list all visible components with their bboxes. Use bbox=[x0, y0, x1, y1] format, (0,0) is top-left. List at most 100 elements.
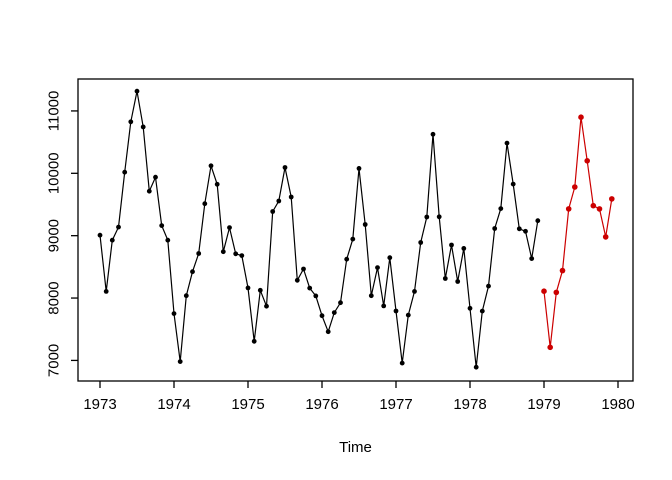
data-point bbox=[146, 188, 152, 194]
y-tick-label: 8000 bbox=[45, 281, 62, 314]
data-point bbox=[412, 289, 417, 294]
data-point bbox=[270, 209, 276, 214]
data-point bbox=[387, 255, 393, 261]
data-point bbox=[498, 206, 504, 212]
data-point bbox=[109, 237, 115, 243]
data-point bbox=[602, 234, 609, 240]
data-point bbox=[307, 285, 313, 291]
data-point bbox=[572, 184, 578, 190]
data-point bbox=[276, 198, 282, 204]
data-point bbox=[436, 214, 442, 220]
data-point bbox=[535, 218, 541, 224]
data-point bbox=[239, 253, 245, 258]
data-point bbox=[190, 269, 195, 275]
y-tick-label: 11000 bbox=[45, 91, 62, 132]
data-point bbox=[590, 202, 597, 209]
data-point bbox=[325, 329, 331, 335]
plot-box bbox=[77, 78, 634, 382]
data-point bbox=[368, 293, 374, 299]
data-point bbox=[301, 266, 306, 272]
data-point bbox=[516, 226, 522, 232]
data-point bbox=[393, 308, 399, 314]
data-point bbox=[553, 289, 560, 296]
data-point bbox=[183, 293, 189, 299]
data-point bbox=[362, 222, 368, 227]
data-point bbox=[547, 344, 553, 351]
data-point bbox=[196, 251, 202, 256]
x-axis: 1973 1974 1975 1976 1977 1978 1979 1980 bbox=[83, 381, 635, 413]
data-point bbox=[479, 308, 485, 314]
data-point bbox=[128, 119, 134, 125]
data-point bbox=[202, 201, 208, 207]
data-point bbox=[442, 276, 448, 281]
data-point bbox=[492, 226, 498, 231]
data-point bbox=[510, 181, 516, 187]
data-point bbox=[338, 300, 343, 306]
data-point bbox=[449, 242, 454, 248]
data-point bbox=[596, 206, 603, 212]
data-point bbox=[171, 311, 177, 316]
x-tick-label: 1978 bbox=[453, 396, 486, 413]
data-point bbox=[356, 166, 362, 171]
y-tick-label: 9000 bbox=[45, 219, 62, 252]
data-point bbox=[350, 236, 356, 242]
data-point bbox=[430, 131, 436, 137]
x-axis-title: Time bbox=[339, 439, 372, 456]
series-line bbox=[543, 117, 613, 348]
data-point bbox=[559, 267, 566, 274]
data-point bbox=[467, 305, 473, 311]
data-point bbox=[461, 246, 467, 251]
data-point bbox=[399, 360, 405, 366]
data-point bbox=[609, 196, 615, 202]
data-point bbox=[344, 256, 350, 262]
data-point bbox=[473, 364, 479, 370]
data-point bbox=[245, 285, 251, 291]
x-tick-label: 1979 bbox=[527, 396, 560, 413]
data-point bbox=[319, 313, 325, 319]
data-point bbox=[208, 163, 214, 169]
data-point bbox=[486, 283, 491, 289]
y-tick-label: 10000 bbox=[45, 152, 62, 194]
data-point bbox=[251, 338, 257, 344]
data-point bbox=[134, 88, 140, 94]
data-point bbox=[294, 277, 300, 283]
series-forecast bbox=[541, 114, 615, 351]
data-point bbox=[331, 310, 337, 315]
data-point bbox=[541, 288, 547, 295]
data-point bbox=[565, 206, 572, 212]
data-point bbox=[529, 256, 535, 261]
data-point bbox=[584, 158, 590, 164]
data-point bbox=[257, 287, 263, 293]
x-tick-label: 1975 bbox=[231, 396, 264, 413]
data-point bbox=[381, 303, 387, 309]
data-point bbox=[177, 359, 183, 364]
data-point bbox=[140, 124, 146, 130]
data-point bbox=[418, 240, 424, 245]
data-point bbox=[116, 224, 121, 230]
data-point bbox=[103, 289, 109, 294]
data-point bbox=[405, 312, 411, 318]
y-axis: 7000 8000 9000 10000 11000 bbox=[45, 91, 78, 377]
data-point bbox=[424, 214, 430, 220]
data-point bbox=[153, 174, 158, 180]
data-point bbox=[220, 249, 226, 255]
data-point bbox=[97, 232, 103, 238]
data-point bbox=[578, 114, 584, 120]
data-point bbox=[227, 225, 232, 231]
x-tick-label: 1973 bbox=[83, 396, 116, 413]
data-point bbox=[264, 303, 269, 309]
y-tick-label: 7000 bbox=[45, 344, 62, 377]
data-point bbox=[233, 251, 239, 257]
x-tick-label: 1980 bbox=[601, 396, 634, 413]
data-point bbox=[214, 181, 220, 187]
data-point bbox=[375, 265, 380, 270]
data-point bbox=[504, 140, 510, 146]
data-point bbox=[313, 293, 319, 299]
x-tick-label: 1977 bbox=[379, 396, 412, 413]
series-observed bbox=[97, 88, 541, 370]
data-point bbox=[159, 223, 165, 229]
x-tick-label: 1976 bbox=[305, 396, 338, 413]
data-point bbox=[523, 228, 528, 234]
